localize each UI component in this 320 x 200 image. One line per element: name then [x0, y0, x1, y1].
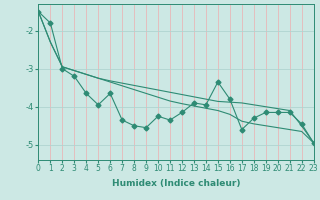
- X-axis label: Humidex (Indice chaleur): Humidex (Indice chaleur): [112, 179, 240, 188]
